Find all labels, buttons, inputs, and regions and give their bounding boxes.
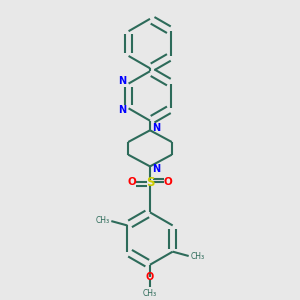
Text: N: N bbox=[118, 105, 126, 115]
Text: CH₃: CH₃ bbox=[190, 252, 204, 261]
Text: CH₃: CH₃ bbox=[143, 289, 157, 298]
Text: O: O bbox=[146, 272, 154, 282]
Text: N: N bbox=[152, 123, 160, 133]
Text: CH₃: CH₃ bbox=[96, 216, 110, 225]
Text: S: S bbox=[146, 176, 154, 189]
Text: O: O bbox=[164, 177, 172, 188]
Text: O: O bbox=[128, 177, 136, 188]
Text: N: N bbox=[118, 76, 126, 86]
Text: N: N bbox=[152, 164, 160, 174]
